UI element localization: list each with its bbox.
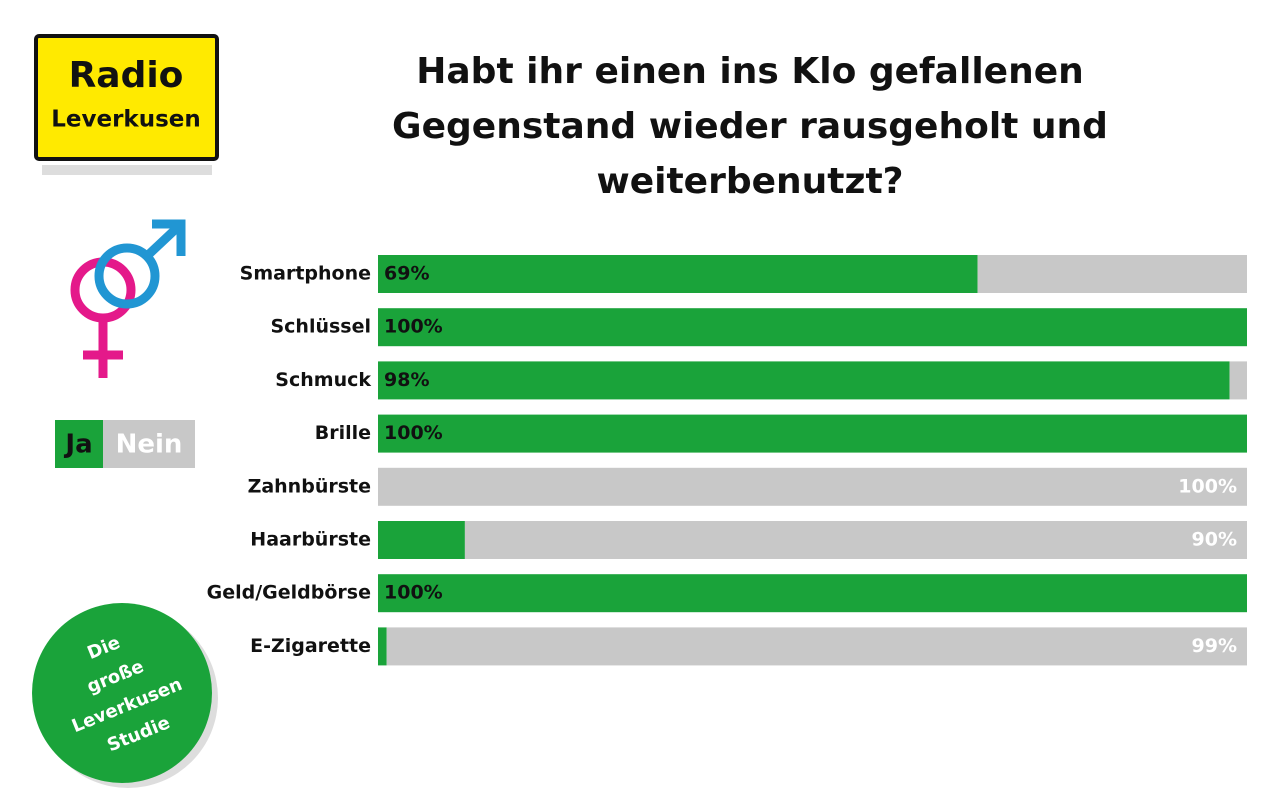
- value-label: 100%: [384, 422, 443, 444]
- category-label: Schlüssel: [270, 316, 371, 338]
- value-label: 69%: [384, 263, 429, 285]
- logo-box: [34, 34, 219, 161]
- category-label: Geld/Geldbörse: [207, 582, 371, 604]
- legend-label: Nein: [116, 430, 183, 460]
- category-label: Smartphone: [240, 263, 371, 285]
- value-label: 99%: [1192, 635, 1237, 657]
- value-label: 98%: [384, 369, 429, 391]
- bar-segment: [378, 574, 1247, 613]
- bar-segment: [378, 521, 465, 559]
- bar-segment: [386, 627, 1247, 666]
- bar-segment: [378, 255, 978, 293]
- legend-label: Ja: [63, 430, 92, 460]
- bar-segment: [378, 414, 1247, 453]
- bar-segment: [378, 467, 1247, 506]
- bar-segment: [464, 521, 1247, 559]
- category-label: Brille: [315, 422, 371, 444]
- logo-text: Leverkusen: [51, 107, 201, 133]
- badge: [32, 603, 212, 783]
- gender-icon: [70, 219, 186, 378]
- value-label: 90%: [1192, 529, 1237, 551]
- bar-segment: [378, 308, 1247, 347]
- bar-segment: [977, 255, 1247, 293]
- logo-shadow: [42, 165, 212, 175]
- category-label: E-Zigarette: [250, 635, 371, 657]
- value-label: 100%: [384, 316, 443, 338]
- bar-segment: [378, 361, 1230, 400]
- value-label: 100%: [1178, 475, 1237, 497]
- legend-swatch: [103, 420, 195, 468]
- chart-title: Habt ihr einen ins Klo gefallenen Gegens…: [392, 51, 1108, 202]
- logo-text: Radio: [69, 55, 184, 96]
- value-label: 100%: [384, 582, 443, 604]
- legend-swatch: [55, 420, 103, 468]
- bar-segment: [378, 627, 387, 666]
- category-label: Zahnbürste: [248, 475, 371, 497]
- bar-segment: [1229, 361, 1247, 400]
- category-label: Haarbürste: [250, 529, 371, 551]
- category-label: Schmuck: [275, 369, 371, 391]
